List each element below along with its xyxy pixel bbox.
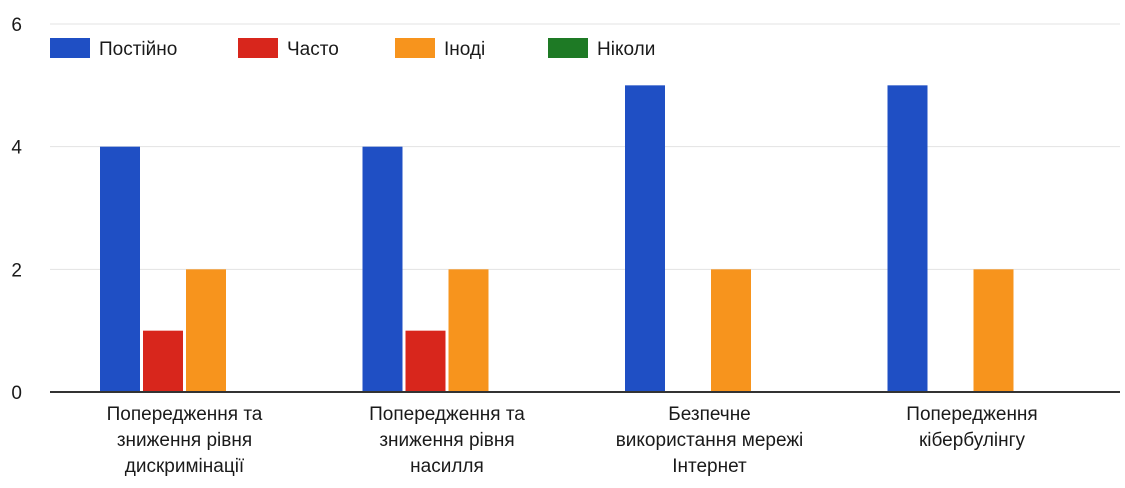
legend-swatch-Постійно [50,38,90,58]
x-category-label: Попередження [906,404,1037,425]
grid-layer [50,23,1120,270]
legend-label: Часто [287,39,339,60]
legend-swatch-Часто [238,38,278,58]
category-labels: Попередження та зниження рівня дискримінац… [107,404,1038,477]
y-tick-label: 2 [11,260,22,281]
legend-label: Іноді [444,39,485,60]
x-category-label: Попередження та [107,404,263,425]
bar-Часто-1 [405,330,446,392]
x-category-label: зниження рівня [379,430,514,451]
legend-label: Постійно [99,39,177,60]
y-tick-label: 4 [11,138,22,159]
x-category-label: зниження рівня [117,430,252,451]
y-tick-label: 6 [11,15,22,36]
bar-Постійно-3 [887,85,928,392]
x-category-label: Попередження та [369,404,525,425]
bar-Іноді-1 [448,269,489,392]
legend-swatch-Іноді [395,38,435,58]
bar-Іноді-2 [711,269,751,392]
x-category-label: Безпечне [668,404,751,425]
legend-label: Ніколи [597,39,655,60]
y-tick-label: 0 [11,383,22,404]
legend: Постійно Часто Іноді Ніколи [50,38,655,60]
bar-Часто-0 [143,330,183,392]
bar-Постійно-0 [100,146,140,392]
x-category-label: дискримінації [125,456,245,477]
x-category-label: кібербулінгу [919,430,1026,451]
x-category-label: використання мережі [616,430,804,451]
axis-layer: 0 2 4 6 [11,15,1120,404]
bar-Постійно-1 [362,146,403,392]
bars-layer [100,85,1014,392]
x-category-label: Інтернет [672,456,747,477]
bar-Постійно-2 [625,85,665,392]
x-category-label: насилля [410,456,484,477]
bar-Іноді-3 [973,269,1014,392]
bar-Іноді-0 [186,269,226,392]
legend-swatch-Ніколи [548,38,588,58]
